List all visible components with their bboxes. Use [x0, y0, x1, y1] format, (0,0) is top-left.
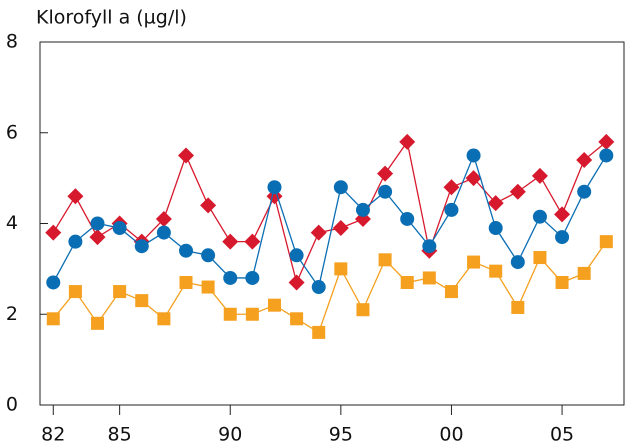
- point: [533, 251, 547, 265]
- point: [68, 285, 82, 299]
- point: [157, 312, 171, 326]
- point: [113, 285, 127, 299]
- series-line: [52, 153, 607, 289]
- point: [155, 210, 172, 227]
- point: [245, 270, 260, 285]
- point: [467, 255, 481, 269]
- point: [422, 271, 436, 285]
- point: [510, 255, 525, 270]
- point: [400, 211, 415, 226]
- point: [555, 275, 569, 289]
- point: [89, 229, 106, 246]
- x-tick-label: 00: [439, 424, 463, 446]
- point: [267, 180, 282, 195]
- y-tick-label: 6: [6, 121, 18, 143]
- point: [244, 233, 261, 250]
- point: [444, 285, 458, 299]
- point: [135, 294, 149, 308]
- point: [179, 275, 193, 289]
- point: [511, 300, 525, 314]
- point: [531, 167, 548, 184]
- point: [290, 312, 304, 326]
- series-line: [52, 241, 607, 334]
- x-tick-label: 82: [41, 424, 65, 446]
- y-tick-label: 4: [6, 212, 18, 234]
- point: [245, 307, 259, 321]
- point: [355, 202, 370, 217]
- point: [91, 316, 105, 330]
- point: [356, 303, 370, 317]
- point: [532, 209, 547, 224]
- x-tick-label: 85: [108, 424, 132, 446]
- point: [201, 248, 216, 263]
- point: [444, 202, 459, 217]
- point: [267, 298, 281, 312]
- chart-title: Klorofyll a (µg/l): [36, 7, 187, 29]
- point: [312, 325, 326, 339]
- point: [223, 270, 238, 285]
- point: [333, 180, 348, 195]
- point: [332, 220, 349, 237]
- point: [156, 225, 171, 240]
- point: [509, 183, 526, 200]
- point: [67, 188, 84, 205]
- point: [598, 133, 615, 150]
- point: [378, 253, 392, 267]
- point: [466, 148, 481, 163]
- point: [554, 206, 571, 223]
- point: [178, 147, 194, 164]
- point: [288, 274, 305, 291]
- point: [555, 230, 570, 245]
- point: [378, 184, 393, 199]
- point: [311, 280, 326, 295]
- point: [179, 243, 193, 258]
- point: [577, 184, 592, 199]
- x-tick-label: 90: [218, 424, 242, 446]
- point: [399, 133, 416, 150]
- point: [45, 224, 62, 241]
- point: [134, 239, 149, 254]
- point: [577, 266, 591, 280]
- point: [487, 195, 504, 212]
- point: [377, 165, 394, 182]
- point: [201, 280, 215, 294]
- point: [112, 221, 127, 236]
- point: [599, 235, 613, 249]
- point: [488, 221, 503, 236]
- point: [46, 275, 61, 290]
- point: [90, 216, 105, 231]
- point: [310, 224, 327, 241]
- point: [576, 151, 593, 168]
- point: [422, 239, 437, 254]
- point: [200, 197, 217, 214]
- x-tick-label: 95: [329, 424, 353, 446]
- x-tick-label: 05: [550, 424, 574, 446]
- point: [400, 275, 414, 289]
- point: [334, 262, 348, 276]
- point: [223, 307, 237, 321]
- y-tick-label: 2: [6, 303, 18, 325]
- point: [46, 312, 60, 326]
- point: [68, 234, 83, 249]
- point: [599, 148, 614, 163]
- point: [222, 233, 239, 250]
- point: [489, 264, 503, 278]
- point: [465, 170, 482, 187]
- point: [289, 248, 304, 263]
- point: [443, 179, 460, 196]
- y-tick-label: 0: [6, 394, 18, 416]
- y-tick-label: 8: [6, 31, 18, 53]
